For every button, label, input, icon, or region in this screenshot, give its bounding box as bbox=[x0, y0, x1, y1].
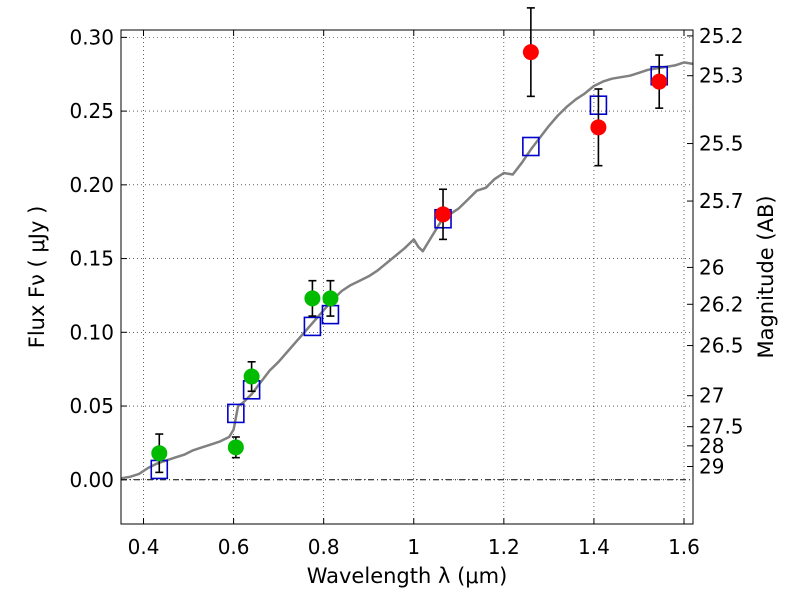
model-flux-square bbox=[522, 136, 540, 157]
y2-tick-label: 26 bbox=[699, 255, 724, 279]
plot-area bbox=[120, 7, 694, 480]
y2-tick-label: 25.2 bbox=[699, 24, 744, 48]
photometry-point bbox=[151, 445, 168, 462]
x-tick-label: 1 bbox=[407, 535, 420, 559]
model-flux-square bbox=[227, 403, 245, 424]
y2-tick-label: 28 bbox=[699, 434, 724, 458]
y2-tick-label: 26.5 bbox=[699, 334, 744, 358]
photometry-point bbox=[651, 73, 668, 90]
y2-axis-label: Magnitude (AB) bbox=[754, 195, 778, 358]
photometry-point bbox=[322, 290, 339, 307]
x-axis-label: Wavelength λ (μm) bbox=[307, 564, 508, 588]
y-tick-label: 0.15 bbox=[69, 247, 114, 271]
y2-tick-label: 29 bbox=[699, 454, 724, 478]
x-tick-label: 1.4 bbox=[578, 535, 610, 559]
x-tick-label: 0.4 bbox=[128, 535, 160, 559]
photometry-point bbox=[590, 119, 607, 136]
y-tick-label: 0.05 bbox=[69, 394, 114, 418]
x-tick-label: 0.8 bbox=[308, 535, 340, 559]
x-axis: 0.4 0.6 0.8 1 1.2 1.4 1.6 bbox=[128, 30, 700, 559]
y2-tick-label: 25.5 bbox=[699, 132, 744, 156]
y-axis-label: Flux Fν ( μJy ) bbox=[25, 206, 49, 349]
y-tick-label: 0.10 bbox=[69, 320, 114, 344]
series-line-model-sed bbox=[120, 61, 694, 480]
photometry-point bbox=[227, 439, 244, 456]
photometry-point bbox=[304, 290, 321, 307]
x-tick-label: 1.2 bbox=[488, 535, 520, 559]
photometry-point bbox=[435, 206, 452, 223]
y2-tick-label: 27.5 bbox=[699, 415, 744, 439]
photometry-point bbox=[243, 368, 260, 385]
model-flux-square bbox=[303, 316, 322, 337]
y-tick-label: 0.25 bbox=[69, 99, 114, 123]
y-tick-label: 0.20 bbox=[69, 173, 114, 197]
x-tick-label: 0.6 bbox=[218, 535, 250, 559]
y2-tick-label: 26.2 bbox=[699, 292, 744, 316]
plot-frame bbox=[120, 29, 694, 525]
y-axis: 0.00 0.05 0.10 0.15 0.20 0.25 0.30 bbox=[69, 25, 127, 492]
photometry-point bbox=[522, 44, 539, 61]
x-tick-label: 1.6 bbox=[668, 535, 700, 559]
y-tick-label: 0.00 bbox=[69, 468, 114, 492]
y2-tick-label: 25.3 bbox=[699, 64, 744, 88]
y2-tick-label: 27 bbox=[699, 384, 724, 408]
y-tick-label: 0.30 bbox=[69, 25, 114, 49]
y2-tick-label: 25.7 bbox=[699, 189, 744, 213]
